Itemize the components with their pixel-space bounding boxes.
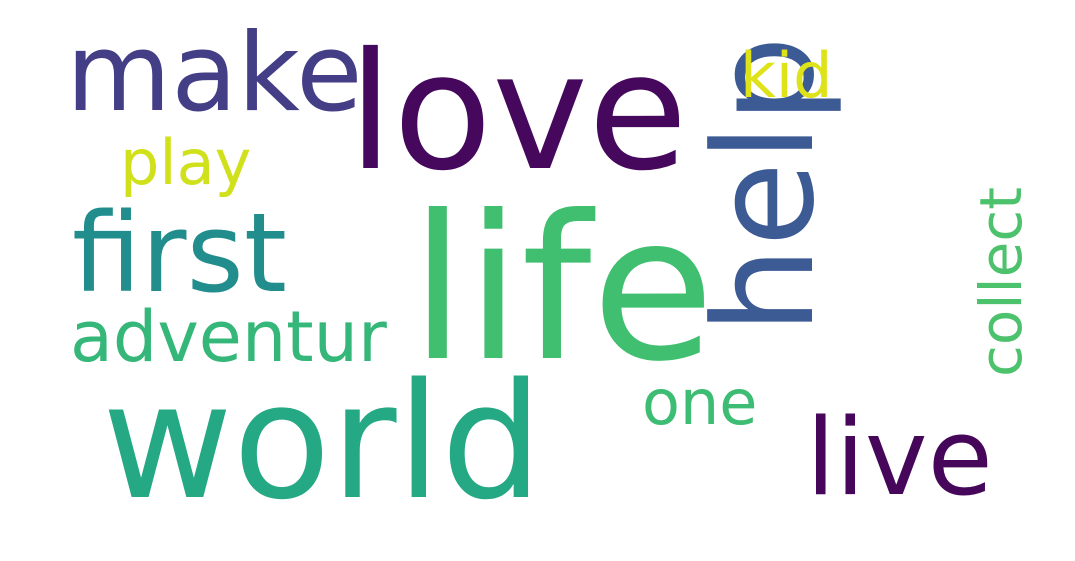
word-world: world xyxy=(102,348,543,535)
word-kid: kid xyxy=(740,39,833,112)
word-adventur: adventur xyxy=(70,296,387,378)
word-life: life xyxy=(410,173,715,406)
word-first: first xyxy=(72,189,287,317)
word-love: love xyxy=(348,19,688,207)
word-make: make xyxy=(66,11,363,136)
word-live: live xyxy=(806,396,993,519)
word-collect: collect xyxy=(967,187,1035,377)
word-one: one xyxy=(642,366,758,439)
word-play: play xyxy=(120,126,252,199)
